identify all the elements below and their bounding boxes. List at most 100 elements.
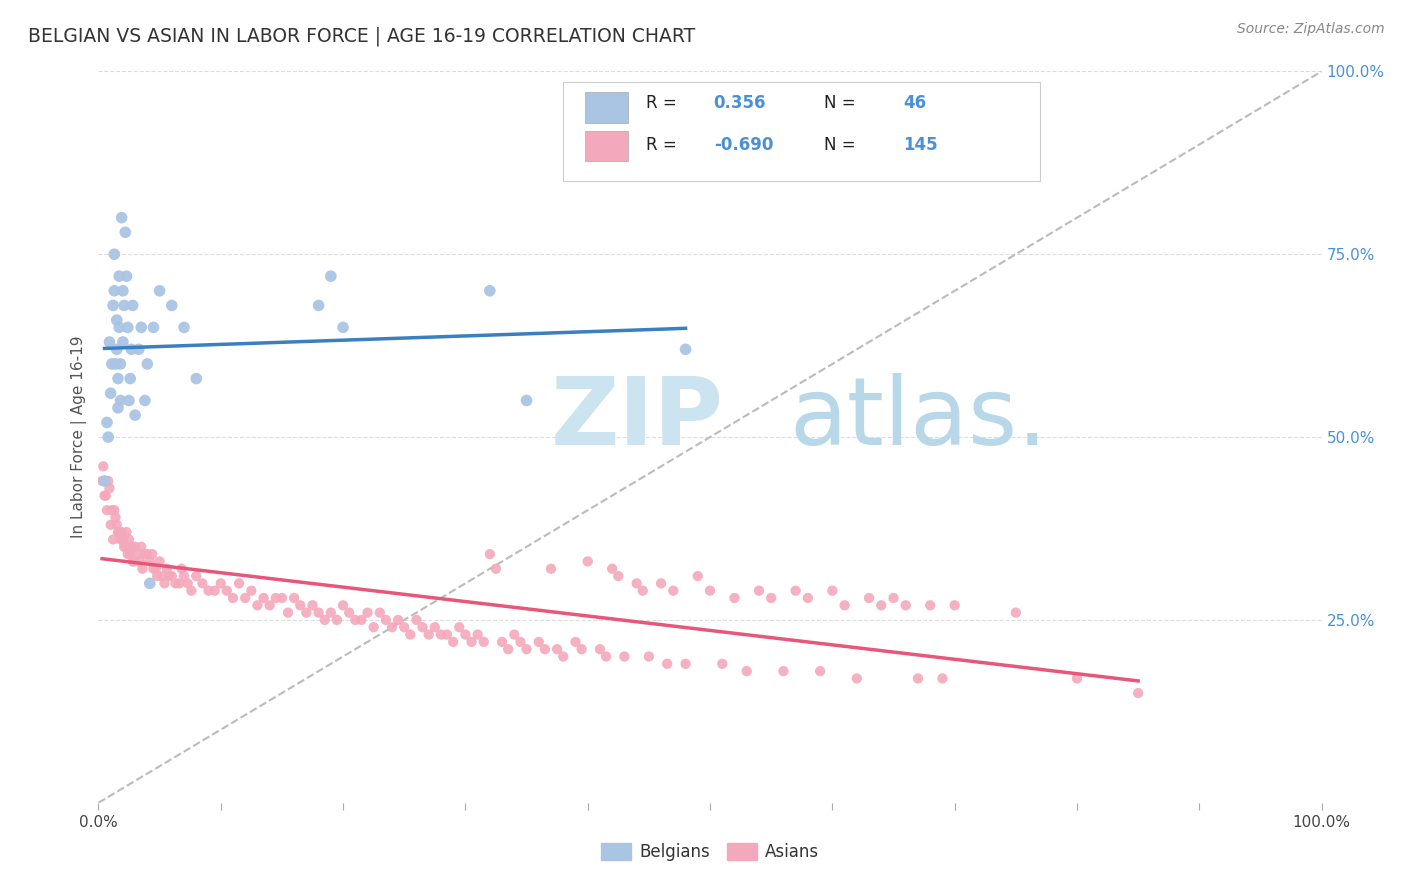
Point: [308, 298, 330, 312]
Point: [204, 583, 226, 598]
Point: [870, 599, 893, 613]
Point: [387, 613, 409, 627]
Point: [209, 576, 232, 591]
Point: [117, 547, 139, 561]
Point: [103, 284, 125, 298]
Point: [723, 591, 745, 605]
Point: [111, 525, 134, 540]
Point: [120, 371, 142, 385]
Point: [735, 664, 758, 678]
Point: [104, 357, 127, 371]
Point: [576, 554, 599, 568]
Point: [108, 269, 131, 284]
Point: [418, 627, 440, 641]
Point: [103, 247, 125, 261]
Point: [931, 672, 953, 686]
Point: [112, 298, 135, 312]
Point: [108, 525, 131, 540]
Point: [128, 343, 150, 357]
Point: [472, 635, 495, 649]
Point: [638, 649, 661, 664]
Point: [761, 591, 783, 605]
Point: [97, 474, 120, 488]
Point: [170, 562, 193, 576]
Point: [186, 569, 208, 583]
Point: [110, 533, 132, 547]
Point: [496, 642, 519, 657]
Text: ZIP: ZIP: [551, 373, 724, 465]
Point: [564, 635, 586, 649]
Point: [467, 627, 489, 641]
Point: [100, 517, 122, 532]
Point: [613, 649, 636, 664]
Point: [120, 540, 142, 554]
Text: R =: R =: [647, 94, 678, 112]
Point: [111, 284, 134, 298]
Point: [131, 562, 153, 576]
Point: [821, 583, 844, 598]
Point: [177, 576, 200, 591]
Point: [122, 554, 145, 568]
Point: [540, 562, 562, 576]
Text: N =: N =: [824, 94, 855, 112]
Point: [150, 569, 173, 583]
Point: [553, 649, 575, 664]
Point: [145, 562, 167, 576]
Point: [314, 613, 336, 627]
Point: [129, 540, 152, 554]
Point: [259, 599, 281, 613]
Point: [657, 657, 679, 671]
Point: [228, 576, 250, 591]
Point: [785, 583, 807, 598]
Point: [252, 591, 274, 605]
Point: [120, 343, 142, 357]
Point: [93, 489, 115, 503]
Point: [115, 525, 138, 540]
Point: [650, 576, 672, 591]
Point: [834, 599, 856, 613]
Point: [146, 569, 169, 583]
Point: [662, 583, 685, 598]
Point: [156, 562, 179, 576]
Point: [127, 547, 149, 561]
Y-axis label: In Labor Force | Age 16-19: In Labor Force | Age 16-19: [72, 335, 87, 539]
Point: [290, 599, 312, 613]
Point: [107, 371, 129, 385]
Point: [114, 225, 136, 239]
Point: [430, 627, 453, 641]
Point: [503, 627, 526, 641]
Point: [129, 320, 152, 334]
Point: [149, 554, 172, 568]
Point: [534, 642, 557, 657]
Point: [139, 554, 162, 568]
Point: [160, 569, 183, 583]
Point: [97, 430, 120, 444]
Point: [121, 298, 143, 312]
Point: [134, 393, 156, 408]
Point: [454, 627, 477, 641]
Point: [107, 525, 129, 540]
Text: 0.356: 0.356: [714, 94, 766, 112]
Point: [332, 599, 354, 613]
Point: [399, 627, 422, 641]
Point: [1128, 686, 1150, 700]
Point: [699, 583, 721, 598]
Point: [491, 635, 513, 649]
Point: [115, 269, 138, 284]
Text: -0.690: -0.690: [714, 136, 773, 153]
Point: [103, 503, 125, 517]
Text: atlas.: atlas.: [790, 373, 1047, 465]
Point: [631, 583, 654, 598]
Point: [412, 620, 434, 634]
Point: [907, 672, 929, 686]
Point: [392, 620, 416, 634]
Point: [160, 298, 183, 312]
Point: [94, 489, 117, 503]
Point: [301, 599, 323, 613]
Point: [142, 562, 165, 576]
Point: [129, 554, 152, 568]
Point: [215, 583, 238, 598]
Point: [100, 386, 122, 401]
Text: 145: 145: [903, 136, 938, 153]
Point: [607, 569, 630, 583]
